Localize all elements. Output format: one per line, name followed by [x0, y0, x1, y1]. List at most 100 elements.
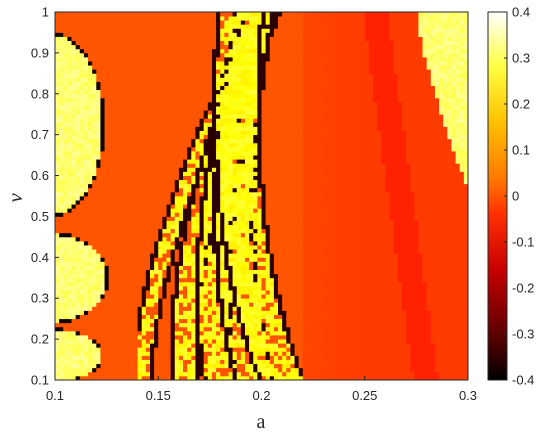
heatmap-cell: [67, 204, 72, 209]
heatmap-cell: [145, 318, 151, 324]
heatmap-cell: [79, 330, 85, 336]
heatmap-cell: [265, 77, 271, 82]
heatmap-cell: [249, 290, 254, 295]
heatmap-cell: [116, 56, 122, 62]
heatmap-cell: [104, 163, 110, 168]
heatmap-cell: [137, 200, 143, 205]
heatmap-cell: [71, 171, 77, 176]
heatmap-cell: [220, 240, 225, 246]
heatmap-cell: [145, 277, 151, 283]
heatmap-cell: [170, 73, 176, 78]
heatmap-cell: [125, 114, 130, 119]
heatmap-cell: [278, 339, 283, 344]
heatmap-cell: [67, 310, 72, 315]
heatmap-cell: [149, 20, 155, 25]
heatmap-cell: [96, 330, 101, 336]
heatmap-cell: [158, 126, 163, 131]
heatmap-cell: [154, 56, 159, 62]
heatmap-cell: [187, 93, 192, 99]
heatmap-cell: [116, 97, 122, 103]
heatmap-cell: [220, 281, 225, 287]
heatmap-cell: [257, 208, 262, 213]
heatmap-cell: [191, 359, 196, 365]
heatmap-cell: [88, 335, 93, 340]
heatmap-cell: [63, 130, 68, 136]
heatmap-cell: [269, 146, 275, 152]
heatmap-cell: [265, 212, 271, 217]
heatmap-cell: [166, 339, 172, 344]
heatmap-cell: [79, 371, 85, 377]
heatmap-cell: [79, 167, 85, 172]
heatmap-cell: [195, 196, 200, 201]
heatmap-cell: [211, 130, 217, 136]
heatmap-cell: [257, 224, 262, 230]
heatmap-cell: [71, 277, 77, 283]
heatmap-cell: [79, 155, 85, 160]
heatmap-cell: [257, 294, 262, 299]
heatmap-cell: [137, 85, 143, 91]
heatmap-cell: [92, 371, 97, 377]
heatmap-cell: [83, 265, 89, 270]
heatmap-cell: [158, 355, 163, 360]
heatmap-cell: [282, 261, 287, 266]
heatmap-cell: [104, 171, 110, 176]
heatmap-cell: [125, 253, 130, 258]
heatmap-cell: [178, 65, 184, 70]
heatmap-cell: [63, 273, 68, 279]
heatmap-cell: [216, 204, 221, 209]
heatmap-cell: [129, 294, 134, 299]
heatmap-cell: [137, 36, 143, 42]
heatmap-cell: [216, 265, 221, 270]
heatmap-cell: [154, 183, 159, 189]
heatmap-cell: [108, 302, 114, 307]
heatmap-cell: [137, 175, 143, 181]
heatmap-cell: [108, 310, 114, 315]
heatmap-cell: [137, 69, 143, 74]
heatmap-cell: [100, 97, 105, 103]
heatmap-cell: [240, 20, 246, 25]
heatmap-cell: [137, 302, 143, 307]
heatmap-cell: [269, 228, 275, 234]
heatmap-cell: [257, 261, 262, 266]
heatmap-cell: [158, 93, 163, 99]
heatmap-cell: [125, 118, 130, 123]
heatmap-cell: [55, 89, 60, 95]
heatmap-cell: [108, 171, 114, 176]
heatmap-cell: [141, 151, 147, 156]
heatmap-cell: [228, 232, 233, 238]
heatmap-cell: [261, 126, 267, 131]
heatmap-cell: [220, 118, 225, 123]
heatmap-cell: [265, 146, 271, 152]
heatmap-cell: [183, 265, 188, 270]
heatmap-cell: [71, 114, 77, 119]
heatmap-cell: [265, 269, 271, 275]
heatmap-cell: [249, 367, 254, 373]
heatmap-cell: [273, 175, 279, 181]
heatmap-cell: [232, 351, 238, 356]
heatmap-cell: [273, 245, 279, 250]
heatmap-cell: [203, 200, 209, 205]
heatmap-cell: [174, 240, 180, 246]
heatmap-cell: [63, 269, 68, 275]
heatmap-cell: [162, 273, 167, 279]
heatmap-cell: [166, 359, 172, 365]
heatmap-cell: [174, 269, 180, 275]
heatmap-cell: [137, 285, 143, 291]
heatmap-cell: [278, 155, 283, 160]
heatmap-cell: [100, 179, 105, 185]
heatmap-cell: [187, 122, 192, 127]
heatmap-cell: [211, 106, 217, 111]
heatmap-cell: [96, 359, 101, 365]
heatmap-cell: [108, 179, 114, 185]
heatmap-cell: [149, 101, 155, 107]
heatmap-cell: [178, 126, 184, 131]
heatmap-cell: [232, 196, 238, 201]
heatmap-cell: [83, 134, 89, 140]
heatmap-cell: [121, 187, 126, 193]
heatmap-cell: [199, 347, 205, 352]
heatmap-cell: [149, 187, 155, 193]
heatmap-cell: [183, 61, 188, 66]
heatmap-cell: [96, 224, 101, 230]
heatmap-cell: [55, 146, 60, 152]
heatmap-cell: [112, 371, 118, 377]
